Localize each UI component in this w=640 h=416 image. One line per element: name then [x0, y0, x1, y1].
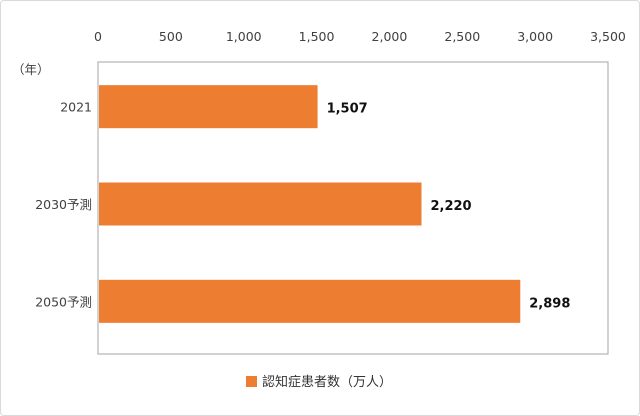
legend: 認知症患者数（万人）	[246, 374, 392, 390]
x-tick-label: 3,500	[590, 29, 626, 44]
bar	[99, 182, 422, 226]
data-label: 2,220	[430, 199, 471, 214]
legend-label: 認知症患者数（万人）	[262, 374, 392, 390]
x-tick-label: 2,000	[372, 29, 408, 44]
x-tick-label: 0	[94, 29, 102, 44]
category-axis-unit: （年）	[12, 62, 50, 77]
x-tick-label: 500	[159, 29, 183, 44]
x-tick-label: 1,500	[299, 29, 335, 44]
bar	[99, 279, 521, 323]
bar	[99, 85, 318, 129]
data-label: 2,898	[529, 296, 570, 311]
legend-swatch	[246, 376, 257, 387]
data-label: 1,507	[327, 102, 368, 117]
x-tick-label: 2,500	[444, 29, 480, 44]
category-label: 2030予測	[35, 197, 92, 212]
category-label: 2021	[60, 100, 92, 115]
x-tick-label: 1,000	[226, 29, 262, 44]
x-tick-label: 3,000	[517, 29, 553, 44]
category-label: 2050予測	[35, 294, 92, 309]
